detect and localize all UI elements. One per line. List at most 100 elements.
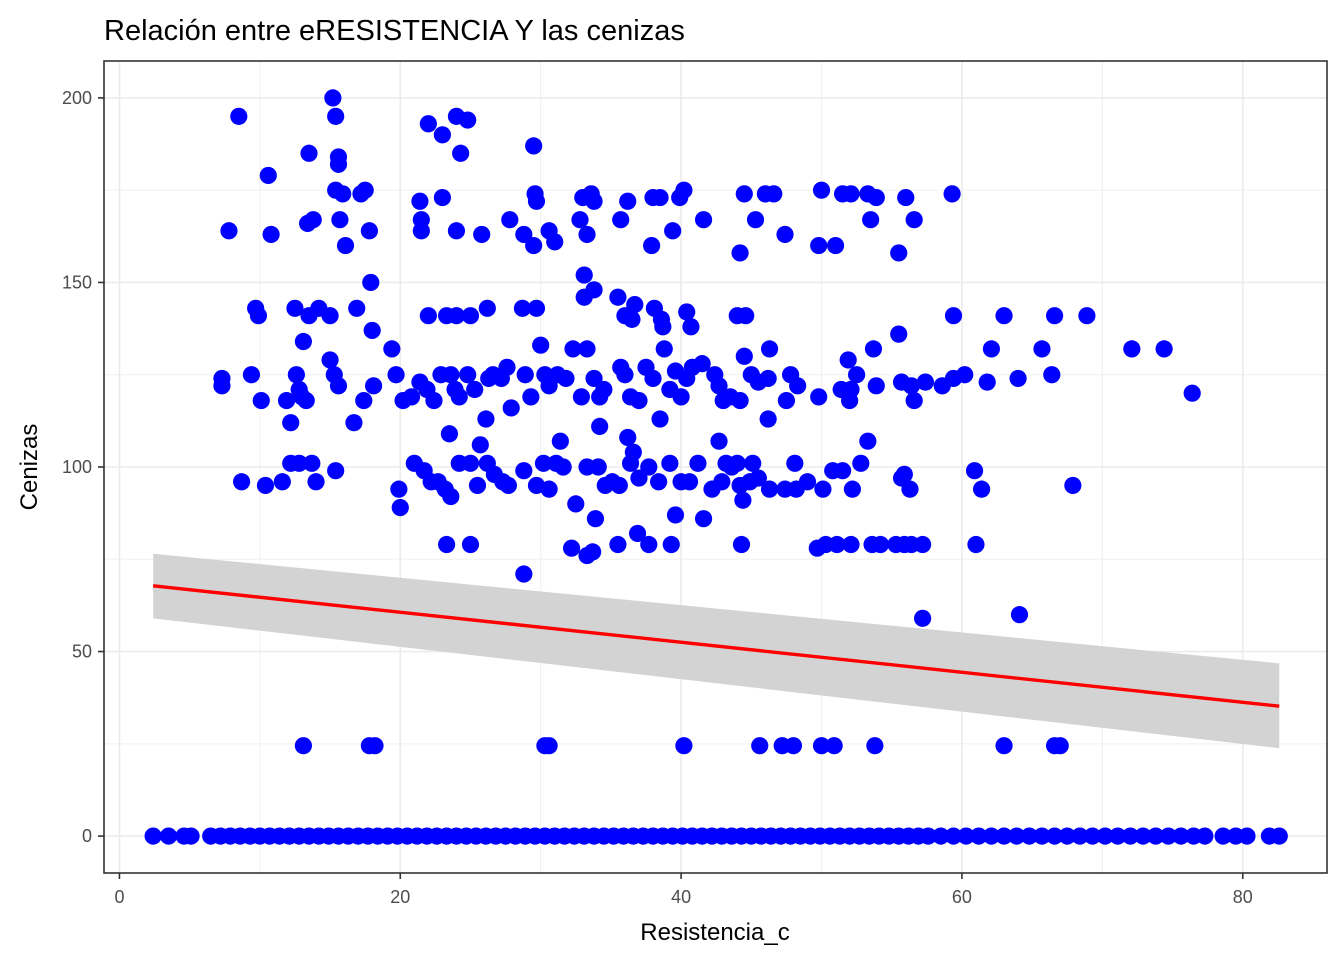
data-point: [277, 391, 296, 410]
data-point: [433, 188, 451, 207]
data-point: [760, 480, 779, 498]
data-point: [732, 535, 751, 554]
data-point: [273, 473, 291, 491]
confidence-band-area: [153, 553, 1280, 749]
data-point: [731, 244, 749, 262]
data-point: [334, 185, 352, 203]
data-point: [352, 185, 370, 203]
data-point: [916, 373, 935, 391]
data-point: [749, 469, 767, 487]
data-point: [411, 192, 429, 210]
data-point: [666, 506, 685, 524]
data-point: [390, 480, 408, 498]
data-point: [943, 185, 961, 203]
data-point: [995, 737, 1013, 755]
data-point: [852, 454, 870, 472]
data-point: [1134, 827, 1152, 845]
data-point: [433, 126, 451, 144]
data-point: [944, 307, 963, 325]
data-point: [459, 111, 477, 129]
data-point: [461, 535, 480, 554]
data-point: [972, 480, 991, 498]
data-point: [522, 388, 540, 406]
data-point: [294, 332, 312, 351]
data-point: [329, 155, 348, 173]
x-tick-label: 60: [952, 887, 972, 907]
data-point: [843, 480, 862, 498]
data-point: [585, 192, 603, 210]
data-point: [562, 539, 581, 557]
y-axis-title: Cenizas: [16, 424, 43, 511]
data-point: [329, 377, 348, 395]
data-point: [578, 225, 596, 244]
data-point: [621, 454, 640, 472]
data-point: [751, 737, 769, 755]
data-point: [902, 377, 920, 395]
data-point: [468, 476, 487, 495]
data-point: [735, 347, 753, 365]
data-point: [1010, 606, 1029, 624]
data-point: [402, 388, 421, 406]
data-point: [744, 454, 762, 472]
data-point: [144, 827, 162, 845]
data-point: [654, 318, 672, 336]
data-point: [609, 535, 627, 554]
data-point: [366, 737, 384, 755]
regression-line: [152, 584, 1280, 708]
data-point: [901, 480, 919, 498]
data-point: [623, 310, 641, 328]
data-point: [532, 336, 550, 354]
data-point: [286, 299, 304, 317]
data-point: [814, 480, 832, 498]
x-tick-label: 80: [1233, 887, 1253, 907]
data-point: [842, 185, 860, 203]
data-point: [477, 410, 495, 428]
data-point: [710, 377, 728, 395]
data-point: [355, 391, 373, 410]
data-point: [1058, 827, 1076, 845]
data-point: [1123, 340, 1141, 358]
data-point: [1033, 340, 1051, 358]
data-point: [1078, 307, 1096, 325]
data-point: [567, 495, 585, 513]
data-point: [616, 366, 634, 384]
data-point: [765, 185, 783, 203]
data-point: [1159, 827, 1177, 845]
y-tick-label: 200: [62, 88, 92, 108]
data-point: [471, 436, 489, 454]
data-point: [249, 307, 268, 325]
data-point: [610, 476, 628, 495]
data-point: [965, 462, 984, 480]
trend-line: [152, 584, 1280, 708]
data-point: [554, 458, 572, 476]
data-point: [1045, 307, 1064, 325]
data-point: [672, 388, 690, 406]
x-tick-label: 40: [671, 887, 691, 907]
data-point: [737, 307, 755, 325]
data-point: [848, 366, 866, 384]
data-point: [1043, 366, 1061, 384]
data-point: [905, 211, 923, 229]
data-point: [693, 355, 711, 373]
data-point: [650, 473, 668, 491]
data-point: [731, 391, 749, 410]
x-axis-ticks: 0 20 40 60 80: [114, 873, 1253, 907]
data-point: [1064, 476, 1082, 495]
data-point: [447, 222, 466, 240]
data-point: [612, 211, 630, 229]
data-point: [304, 211, 322, 229]
x-tick-label: 0: [114, 887, 124, 907]
data-point: [282, 414, 300, 432]
data-point: [619, 428, 637, 447]
data-point: [345, 414, 363, 432]
data-point: [1051, 737, 1069, 755]
data-point: [661, 454, 679, 472]
data-point: [1009, 369, 1027, 388]
data-point: [259, 166, 277, 185]
data-point: [159, 827, 178, 845]
data-point: [525, 137, 543, 155]
data-point: [1020, 827, 1038, 845]
data-point: [777, 391, 796, 410]
data-point: [447, 307, 466, 325]
